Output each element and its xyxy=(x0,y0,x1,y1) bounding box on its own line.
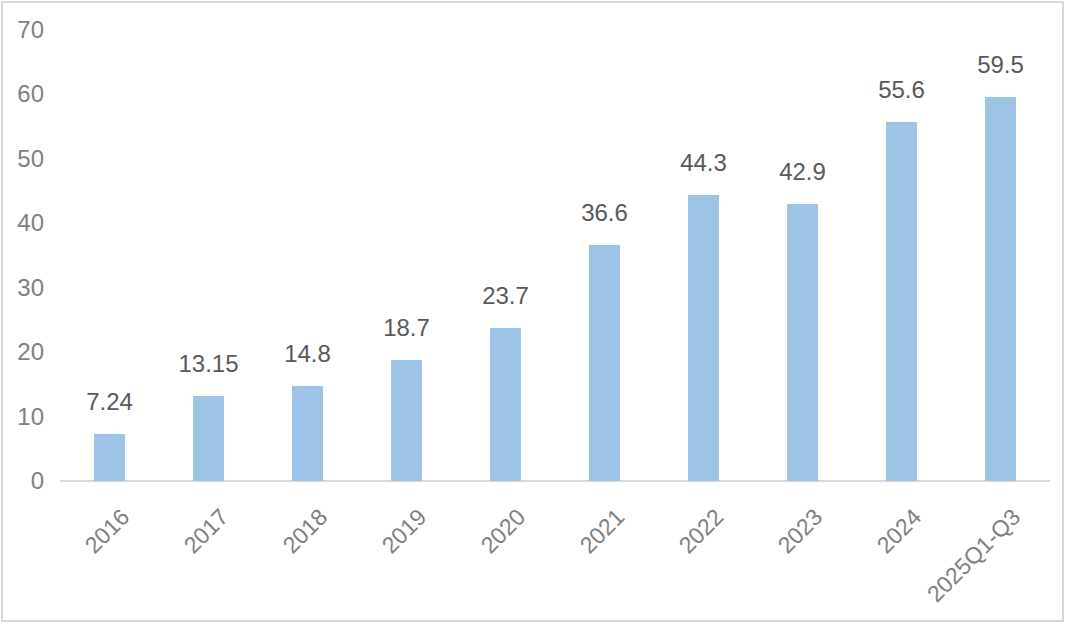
y-tick-label: 60 xyxy=(0,79,44,109)
x-category-label: 2025Q1-Q3 xyxy=(922,503,1027,608)
bar-value-label: 23.7 xyxy=(436,281,576,311)
bar-value-label: 42.9 xyxy=(733,157,873,187)
bar-chart-canvas: 010203040506070 7.2413.1514.818.723.736.… xyxy=(0,0,1080,630)
bar xyxy=(94,434,125,481)
bar xyxy=(787,204,818,481)
bar xyxy=(490,328,521,481)
bar xyxy=(589,245,620,481)
y-tick-label: 10 xyxy=(0,402,44,432)
bar xyxy=(292,386,323,481)
x-category-label: 2018 xyxy=(277,503,333,559)
bar xyxy=(886,122,917,481)
x-category-label: 2024 xyxy=(871,503,927,559)
bar xyxy=(391,360,422,481)
y-tick-label: 70 xyxy=(0,15,44,45)
bar-value-label: 18.7 xyxy=(337,313,477,343)
y-tick-label: 0 xyxy=(0,466,44,496)
x-category-label: 2022 xyxy=(673,503,729,559)
bar xyxy=(688,195,719,481)
x-category-label: 2016 xyxy=(79,503,135,559)
x-category-label: 2023 xyxy=(772,503,828,559)
x-category-label: 2021 xyxy=(574,503,630,559)
x-category-label: 2019 xyxy=(376,503,432,559)
y-tick-label: 20 xyxy=(0,337,44,367)
bar xyxy=(985,97,1016,481)
y-tick-label: 30 xyxy=(0,273,44,303)
bar-value-label: 59.5 xyxy=(931,50,1071,80)
x-category-label: 2020 xyxy=(475,503,531,559)
x-category-label: 2017 xyxy=(178,503,234,559)
bar-value-label: 7.24 xyxy=(40,387,180,417)
y-tick-label: 40 xyxy=(0,208,44,238)
y-tick-label: 50 xyxy=(0,144,44,174)
bar xyxy=(193,396,224,481)
bar-value-label: 36.6 xyxy=(535,198,675,228)
